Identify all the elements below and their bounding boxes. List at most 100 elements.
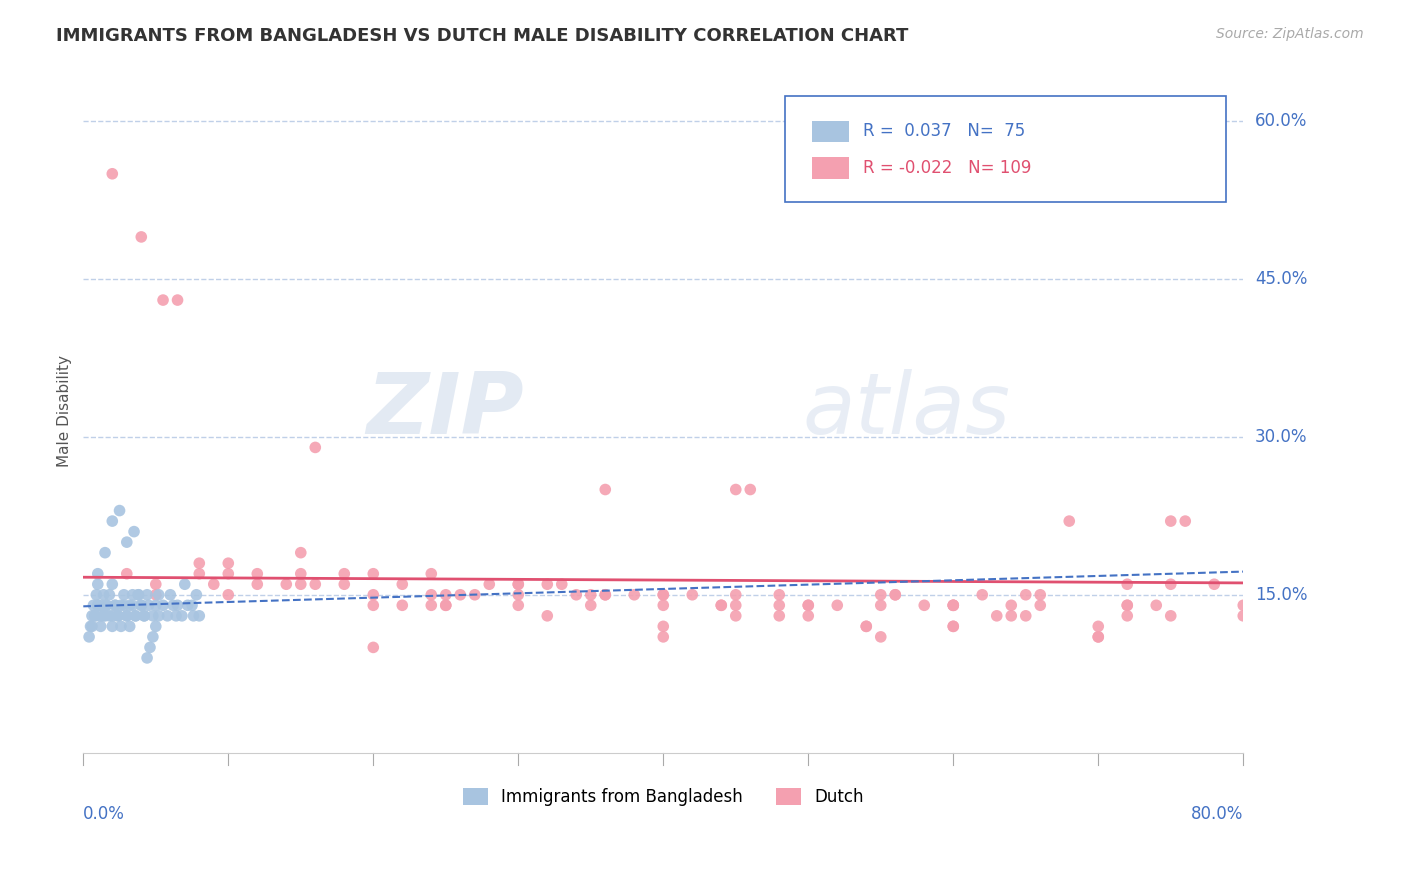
Point: [276, 577, 298, 591]
Point: [464, 588, 486, 602]
Point: [768, 599, 790, 613]
Point: [142, 630, 165, 644]
Point: [129, 599, 152, 613]
Point: [138, 599, 160, 613]
Point: [825, 599, 848, 613]
Point: [1232, 608, 1254, 623]
Point: [139, 640, 162, 655]
Point: [434, 588, 457, 602]
Point: [579, 599, 602, 613]
Point: [101, 619, 124, 633]
Point: [869, 599, 891, 613]
Point: [333, 566, 356, 581]
Point: [361, 588, 384, 602]
Point: [173, 577, 195, 591]
Point: [136, 651, 159, 665]
Bar: [811, 157, 849, 178]
Point: [536, 608, 558, 623]
Point: [1144, 599, 1167, 613]
Point: [942, 599, 965, 613]
Point: [434, 599, 457, 613]
Point: [246, 566, 269, 581]
Point: [98, 608, 121, 623]
Point: [855, 619, 877, 633]
Point: [166, 599, 188, 613]
Point: [1160, 577, 1182, 591]
Point: [118, 619, 141, 633]
Point: [127, 588, 149, 602]
Point: [797, 599, 820, 613]
Point: [652, 588, 675, 602]
Point: [90, 608, 112, 623]
Point: [82, 599, 104, 613]
Point: [434, 599, 457, 613]
Text: Source: ZipAtlas.com: Source: ZipAtlas.com: [1216, 27, 1364, 41]
Point: [170, 608, 193, 623]
Point: [1116, 599, 1139, 613]
Text: IMMIGRANTS FROM BANGLADESH VS DUTCH MALE DISABILITY CORRELATION CHART: IMMIGRANTS FROM BANGLADESH VS DUTCH MALE…: [56, 27, 908, 45]
Point: [80, 619, 103, 633]
Point: [188, 556, 211, 570]
Point: [420, 599, 443, 613]
Point: [797, 608, 820, 623]
Point: [593, 483, 616, 497]
Point: [391, 599, 413, 613]
Point: [217, 588, 239, 602]
Point: [768, 588, 790, 602]
Text: 15.0%: 15.0%: [1254, 586, 1308, 604]
Text: 45.0%: 45.0%: [1254, 270, 1308, 288]
Point: [101, 167, 124, 181]
Point: [136, 588, 159, 602]
Point: [87, 566, 110, 581]
Point: [145, 619, 167, 633]
Point: [124, 608, 146, 623]
Point: [148, 588, 170, 602]
Point: [176, 599, 198, 613]
Point: [104, 599, 127, 613]
Point: [710, 599, 733, 613]
Point: [884, 588, 907, 602]
Point: [107, 608, 129, 623]
Point: [142, 608, 165, 623]
Point: [90, 619, 112, 633]
Point: [112, 599, 135, 613]
Point: [652, 630, 675, 644]
Point: [1000, 608, 1022, 623]
Point: [115, 608, 138, 623]
Point: [91, 599, 114, 613]
Point: [884, 588, 907, 602]
Point: [1116, 608, 1139, 623]
Point: [420, 588, 443, 602]
Point: [508, 599, 530, 613]
Point: [1160, 608, 1182, 623]
Point: [593, 588, 616, 602]
Point: [108, 503, 131, 517]
Point: [152, 293, 174, 307]
Point: [94, 546, 117, 560]
Point: [565, 588, 588, 602]
Point: [508, 588, 530, 602]
Point: [420, 566, 443, 581]
Point: [1000, 599, 1022, 613]
Point: [93, 608, 115, 623]
Y-axis label: Male Disability: Male Disability: [58, 355, 72, 467]
Point: [86, 588, 108, 602]
Point: [652, 599, 675, 613]
Point: [94, 608, 117, 623]
Point: [162, 599, 184, 613]
Point: [361, 640, 384, 655]
Point: [1015, 588, 1038, 602]
Point: [159, 588, 181, 602]
Point: [217, 556, 239, 570]
Point: [304, 577, 326, 591]
Point: [1029, 588, 1052, 602]
Point: [79, 619, 101, 633]
Point: [361, 566, 384, 581]
Text: 60.0%: 60.0%: [1254, 112, 1308, 130]
Point: [181, 599, 204, 613]
Point: [942, 599, 965, 613]
Point: [724, 608, 747, 623]
Text: 80.0%: 80.0%: [1191, 805, 1243, 823]
Legend: Immigrants from Bangladesh, Dutch: Immigrants from Bangladesh, Dutch: [456, 781, 870, 813]
Point: [96, 599, 118, 613]
